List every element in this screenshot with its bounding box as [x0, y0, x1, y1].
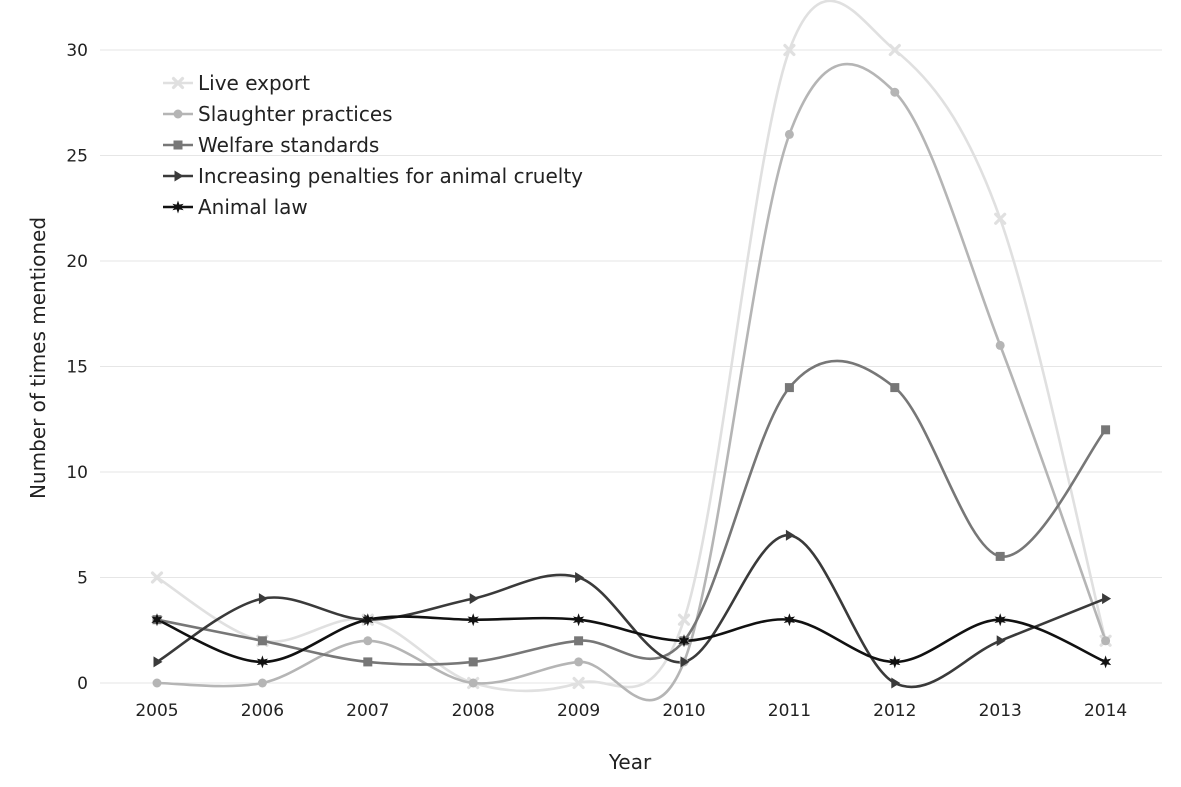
series-markers [150, 43, 1112, 690]
data-point [362, 613, 374, 627]
data-point [151, 613, 163, 627]
data-point [150, 571, 164, 584]
x-tick-label: 2009 [557, 701, 600, 721]
legend-marker [172, 200, 184, 214]
data-point [468, 678, 478, 688]
y-axis-title: Number of times mentioned [26, 217, 50, 499]
data-point [890, 383, 900, 393]
data-point [574, 636, 584, 646]
series-line [155, 62, 1107, 702]
legend-item: Welfare standards [163, 133, 379, 157]
y-tick-label: 0 [77, 674, 88, 694]
x-tick-label: 2014 [1084, 701, 1127, 721]
legend: Live export Slaughter practices Welfare st… [163, 71, 583, 219]
x-tick-label: 2012 [873, 701, 916, 721]
data-point [995, 340, 1005, 350]
legend-marker [173, 109, 183, 119]
data-point [888, 43, 901, 57]
data-point [890, 87, 900, 97]
data-point [572, 613, 585, 627]
legend-item: Increasing penalties for animal cruelty [163, 164, 583, 188]
data-point [256, 655, 269, 669]
x-tick-label: 2011 [768, 701, 811, 721]
data-point [257, 678, 267, 688]
x-tick-label: 2006 [241, 701, 284, 721]
series-line [155, 359, 1107, 666]
data-point [1101, 636, 1111, 646]
y-tick-label: 10 [66, 463, 88, 483]
legend-label: Welfare standards [198, 133, 379, 157]
legend-label: Increasing penalties for animal cruelty [198, 164, 583, 188]
data-point [257, 636, 267, 646]
y-tick-label: 15 [66, 358, 88, 378]
legend-label: Animal law [198, 195, 308, 219]
gridlines [100, 49, 1162, 684]
y-tick-label: 20 [66, 252, 88, 272]
y-axis-ticks: 0 5 10 15 20 25 30 [66, 41, 88, 694]
data-point [678, 634, 690, 648]
data-point [891, 677, 901, 689]
data-point [889, 655, 901, 669]
legend-item: Animal law [163, 195, 308, 219]
data-point [784, 383, 794, 393]
legend-item: Slaughter practices [163, 102, 393, 126]
data-point [994, 212, 1007, 225]
series-line [155, 615, 1107, 664]
legend-marker [173, 140, 183, 150]
data-point [677, 613, 691, 626]
legend-marker [171, 76, 185, 90]
data-point [363, 657, 373, 667]
x-tick-label: 2013 [979, 701, 1022, 721]
data-point [467, 613, 479, 627]
legend-item: Live export [163, 71, 310, 95]
y-tick-label: 30 [66, 41, 88, 61]
data-point [572, 676, 585, 690]
data-point [784, 129, 794, 139]
legend-label: Slaughter practices [198, 102, 393, 126]
data-point [1102, 593, 1112, 605]
x-tick-label: 2005 [135, 701, 178, 721]
data-point [468, 657, 478, 667]
y-tick-label: 25 [66, 147, 88, 167]
data-point [152, 678, 162, 688]
x-tick-label: 2007 [346, 701, 389, 721]
data-point [783, 613, 796, 627]
data-point [1101, 425, 1111, 435]
y-tick-label: 5 [77, 569, 88, 589]
data-point [994, 613, 1006, 627]
data-point [783, 43, 796, 57]
data-point [153, 656, 163, 668]
data-point [258, 593, 268, 605]
data-point [995, 551, 1005, 561]
series-line [155, 533, 1107, 689]
x-axis-ticks: 2005 2006 2007 2008 2009 2010 2011 2012 2013 2014 [135, 701, 1127, 721]
x-tick-label: 2008 [452, 701, 495, 721]
legend-marker [174, 170, 184, 182]
data-point [363, 636, 373, 646]
x-axis-title: Year [608, 750, 652, 774]
x-tick-label: 2010 [662, 701, 705, 721]
data-point [785, 529, 795, 541]
data-point [1099, 655, 1112, 669]
data-point [469, 593, 479, 605]
data-point [575, 572, 585, 583]
data-point [680, 656, 690, 668]
data-point [574, 657, 584, 667]
legend-label: Live export [198, 71, 310, 95]
data-point [996, 635, 1006, 647]
series-lines [155, 0, 1107, 702]
